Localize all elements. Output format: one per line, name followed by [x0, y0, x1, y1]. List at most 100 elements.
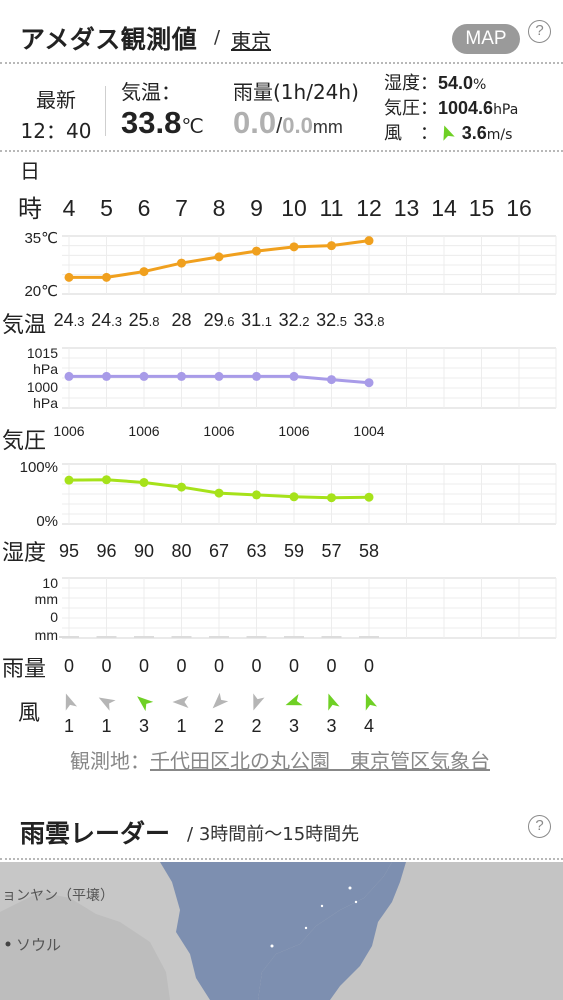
hour-tick-label: 13	[394, 195, 420, 221]
pressure-point	[289, 371, 299, 381]
temperature-point	[327, 241, 336, 251]
humidity-value-label: 63	[246, 541, 266, 561]
humidity-ytick-top: 100%	[20, 459, 58, 476]
wind-arrow-icon	[137, 696, 154, 712]
temperature-point	[289, 242, 299, 252]
pressure-point	[214, 371, 224, 381]
rainfall-value-label: 0	[214, 656, 224, 676]
hour-tick-label: 11	[320, 195, 344, 221]
temperature-point	[139, 267, 149, 277]
wind-arrow-icon	[98, 697, 116, 711]
wind-arrow-icon	[253, 693, 265, 711]
pressure-value-label: 1004	[353, 423, 384, 439]
wind-arrow-shape	[172, 696, 189, 708]
pressure-point	[327, 375, 336, 385]
temperature-point	[214, 252, 224, 262]
observation-site: 観測地：千代田区北の丸公園 東京管区気象台	[70, 745, 490, 774]
humidity-value-label: 95	[59, 541, 79, 561]
temperature-value-label: 28	[171, 310, 191, 330]
hour-tick-label: 15	[469, 195, 495, 221]
hour-label: 時	[18, 195, 42, 223]
humidity-point	[102, 475, 111, 485]
radar-title: 雨雲レーダー	[20, 819, 171, 848]
rainfall-label: 雨量(1h/24h)	[233, 80, 359, 104]
pressure-value-label: 1006	[203, 423, 234, 439]
current-observation-summary: 最新 12：40 気温： 33.8℃ 雨量(1h/24h) 0.0/0.0mm …	[0, 66, 563, 152]
temperature-value-label: 29.6	[204, 310, 235, 330]
rainfall-block: 雨量(1h/24h) 0.0/0.0mm	[233, 76, 359, 141]
wind-arrow-shape	[65, 693, 78, 711]
hour-tick-label: 10	[281, 195, 307, 221]
rainfall-24h-value: 0.0	[282, 113, 313, 138]
rainfall-bar	[171, 636, 192, 638]
radar-help-icon[interactable]: ?	[528, 815, 551, 838]
rainfall-bar	[321, 636, 342, 638]
hour-tick-label: 16	[506, 195, 532, 221]
wind-arrow-icon	[285, 693, 303, 706]
temperature-point	[177, 258, 186, 268]
latest-block: 最新 12：40	[18, 84, 94, 144]
pressure-point	[64, 371, 74, 381]
radar-header: 雨雲レーダー / 3時間前〜15時間先 ?	[0, 800, 563, 860]
temperature-unit: ℃	[181, 116, 204, 138]
hour-tick-label: 6	[138, 195, 151, 221]
wind-speed-label: 1	[101, 716, 111, 736]
observation-site-label: 観測地：	[70, 749, 150, 773]
hour-tick-label: 7	[175, 195, 188, 221]
temperature-block: 気温： 33.8℃	[121, 76, 204, 141]
humidity-value: 54.0	[438, 73, 474, 93]
radar-map[interactable]: ョンヤン（平壌） ソウル	[0, 862, 563, 1000]
wind-arrow-shape	[98, 697, 116, 711]
humidity-point	[139, 477, 149, 487]
temperature-value-label: 32.5	[316, 310, 347, 330]
city-marker	[5, 941, 11, 947]
rainfall-value-label: 0	[251, 656, 261, 676]
location-link[interactable]: 東京	[231, 29, 271, 53]
pressure-row-label: 気圧	[2, 429, 46, 454]
temperature-value-label: 24.3	[54, 310, 85, 330]
pressure-label: 気圧：	[384, 98, 438, 119]
wind-unit: m/s	[486, 127, 513, 143]
summary-divider	[105, 86, 106, 136]
wind-speed-label: 1	[64, 716, 74, 736]
wind-arrow-shape	[328, 693, 340, 711]
hour-tick-label: 5	[100, 195, 113, 221]
humidity-point	[364, 492, 374, 502]
pressure-ytick-top: 1015	[27, 345, 58, 361]
map-button[interactable]: MAP	[452, 24, 520, 54]
temperature-point	[364, 236, 374, 246]
humidity-value-label: 90	[134, 541, 154, 561]
pressure-value: 1004.6	[438, 98, 494, 118]
humidity-point	[252, 490, 261, 500]
temperature-value-label: 33.8	[354, 310, 385, 330]
pressure-point	[139, 371, 149, 381]
humidity-ytick-bottom: 0%	[36, 513, 58, 530]
radar-subtitle: / 3時間前〜15時間先	[187, 820, 359, 846]
temperature-value-label: 24.3	[91, 310, 122, 330]
wind-speed-label: 2	[214, 716, 224, 736]
temperature-value-label: 32.2	[279, 310, 310, 330]
latest-label: 最新	[36, 88, 76, 112]
radar-echo	[354, 900, 358, 904]
wind-arrow-shape	[253, 693, 265, 711]
observation-site-link[interactable]: 千代田区北の丸公園 東京管区気象台	[150, 749, 490, 773]
wind-arrow-shape	[212, 692, 229, 709]
page-title: アメダス観測値	[20, 25, 198, 54]
wind-speed-label: 2	[251, 716, 261, 736]
wind-arrow-shape	[137, 696, 154, 712]
hour-tick-label: 9	[250, 195, 263, 221]
radar-echo	[320, 904, 324, 908]
wind-speed-label: 1	[176, 716, 186, 736]
temperature-value-label: 31.1	[241, 310, 272, 330]
rainfall-bar	[359, 636, 379, 638]
wind-direction-icon	[443, 125, 455, 141]
help-icon[interactable]: ?	[528, 20, 551, 43]
rainfall-bar	[96, 636, 117, 638]
humidity-value-label: 67	[209, 541, 229, 561]
sea-of-japan	[258, 862, 406, 1000]
pressure-point	[364, 378, 374, 388]
wind-speed-label: 3	[326, 716, 336, 736]
rainfall-slash: /	[276, 113, 283, 138]
wind-arrow-icon	[328, 693, 340, 711]
